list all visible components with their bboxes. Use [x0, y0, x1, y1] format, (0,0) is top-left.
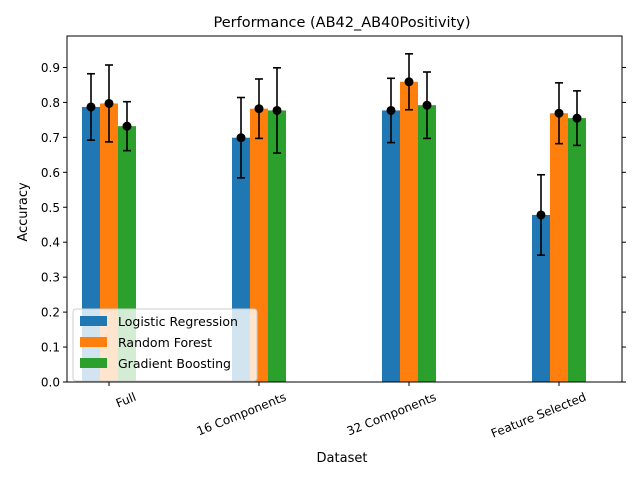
chart-title: Performance (AB42_AB40Positivity)	[214, 15, 471, 31]
legend-box	[72, 308, 258, 382]
bar	[418, 105, 436, 382]
bar	[400, 81, 418, 382]
data-point	[104, 98, 114, 108]
y-tick-label: 0.3	[41, 271, 60, 285]
y-tick-label: 0.9	[41, 61, 60, 75]
plot-frame	[66, 35, 623, 383]
bar	[532, 214, 550, 382]
legend-label: Random Forest	[118, 335, 212, 350]
legend-swatch	[80, 358, 107, 368]
legend-swatch	[80, 337, 107, 347]
legend: Logistic Regression Random Forest Gradient…	[72, 308, 258, 382]
y-tick-label: 0.0	[41, 376, 60, 390]
legend-swatch	[80, 316, 107, 326]
y-tick-label: 0.4	[41, 236, 60, 250]
data-point	[404, 77, 414, 87]
y-tick-label: 0.5	[41, 201, 60, 215]
data-point	[122, 121, 132, 131]
legend-label: Logistic Regression	[118, 314, 238, 329]
data-point	[254, 104, 264, 114]
data-point	[272, 105, 282, 115]
y-tick-label: 0.8	[41, 96, 60, 110]
y-axis-label: Accuracy	[16, 182, 31, 242]
bar	[382, 110, 400, 383]
data-point	[236, 133, 246, 143]
y-tick-label: 0.2	[41, 306, 60, 320]
data-point	[572, 113, 582, 123]
error-bars-layer	[86, 53, 582, 256]
y-tick-label: 0.1	[41, 341, 60, 355]
data-point	[386, 105, 396, 115]
bar	[268, 110, 286, 383]
data-point	[536, 210, 546, 220]
y-tick-label: 0.7	[41, 131, 60, 145]
bar	[568, 118, 586, 382]
bar	[550, 113, 568, 383]
x-axis-label: Dataset	[317, 451, 368, 466]
legend-label: Gradient Boosting	[118, 356, 231, 371]
data-point	[422, 100, 432, 110]
data-point	[554, 108, 564, 118]
data-point	[86, 102, 96, 112]
y-tick-label: 0.6	[41, 166, 60, 180]
